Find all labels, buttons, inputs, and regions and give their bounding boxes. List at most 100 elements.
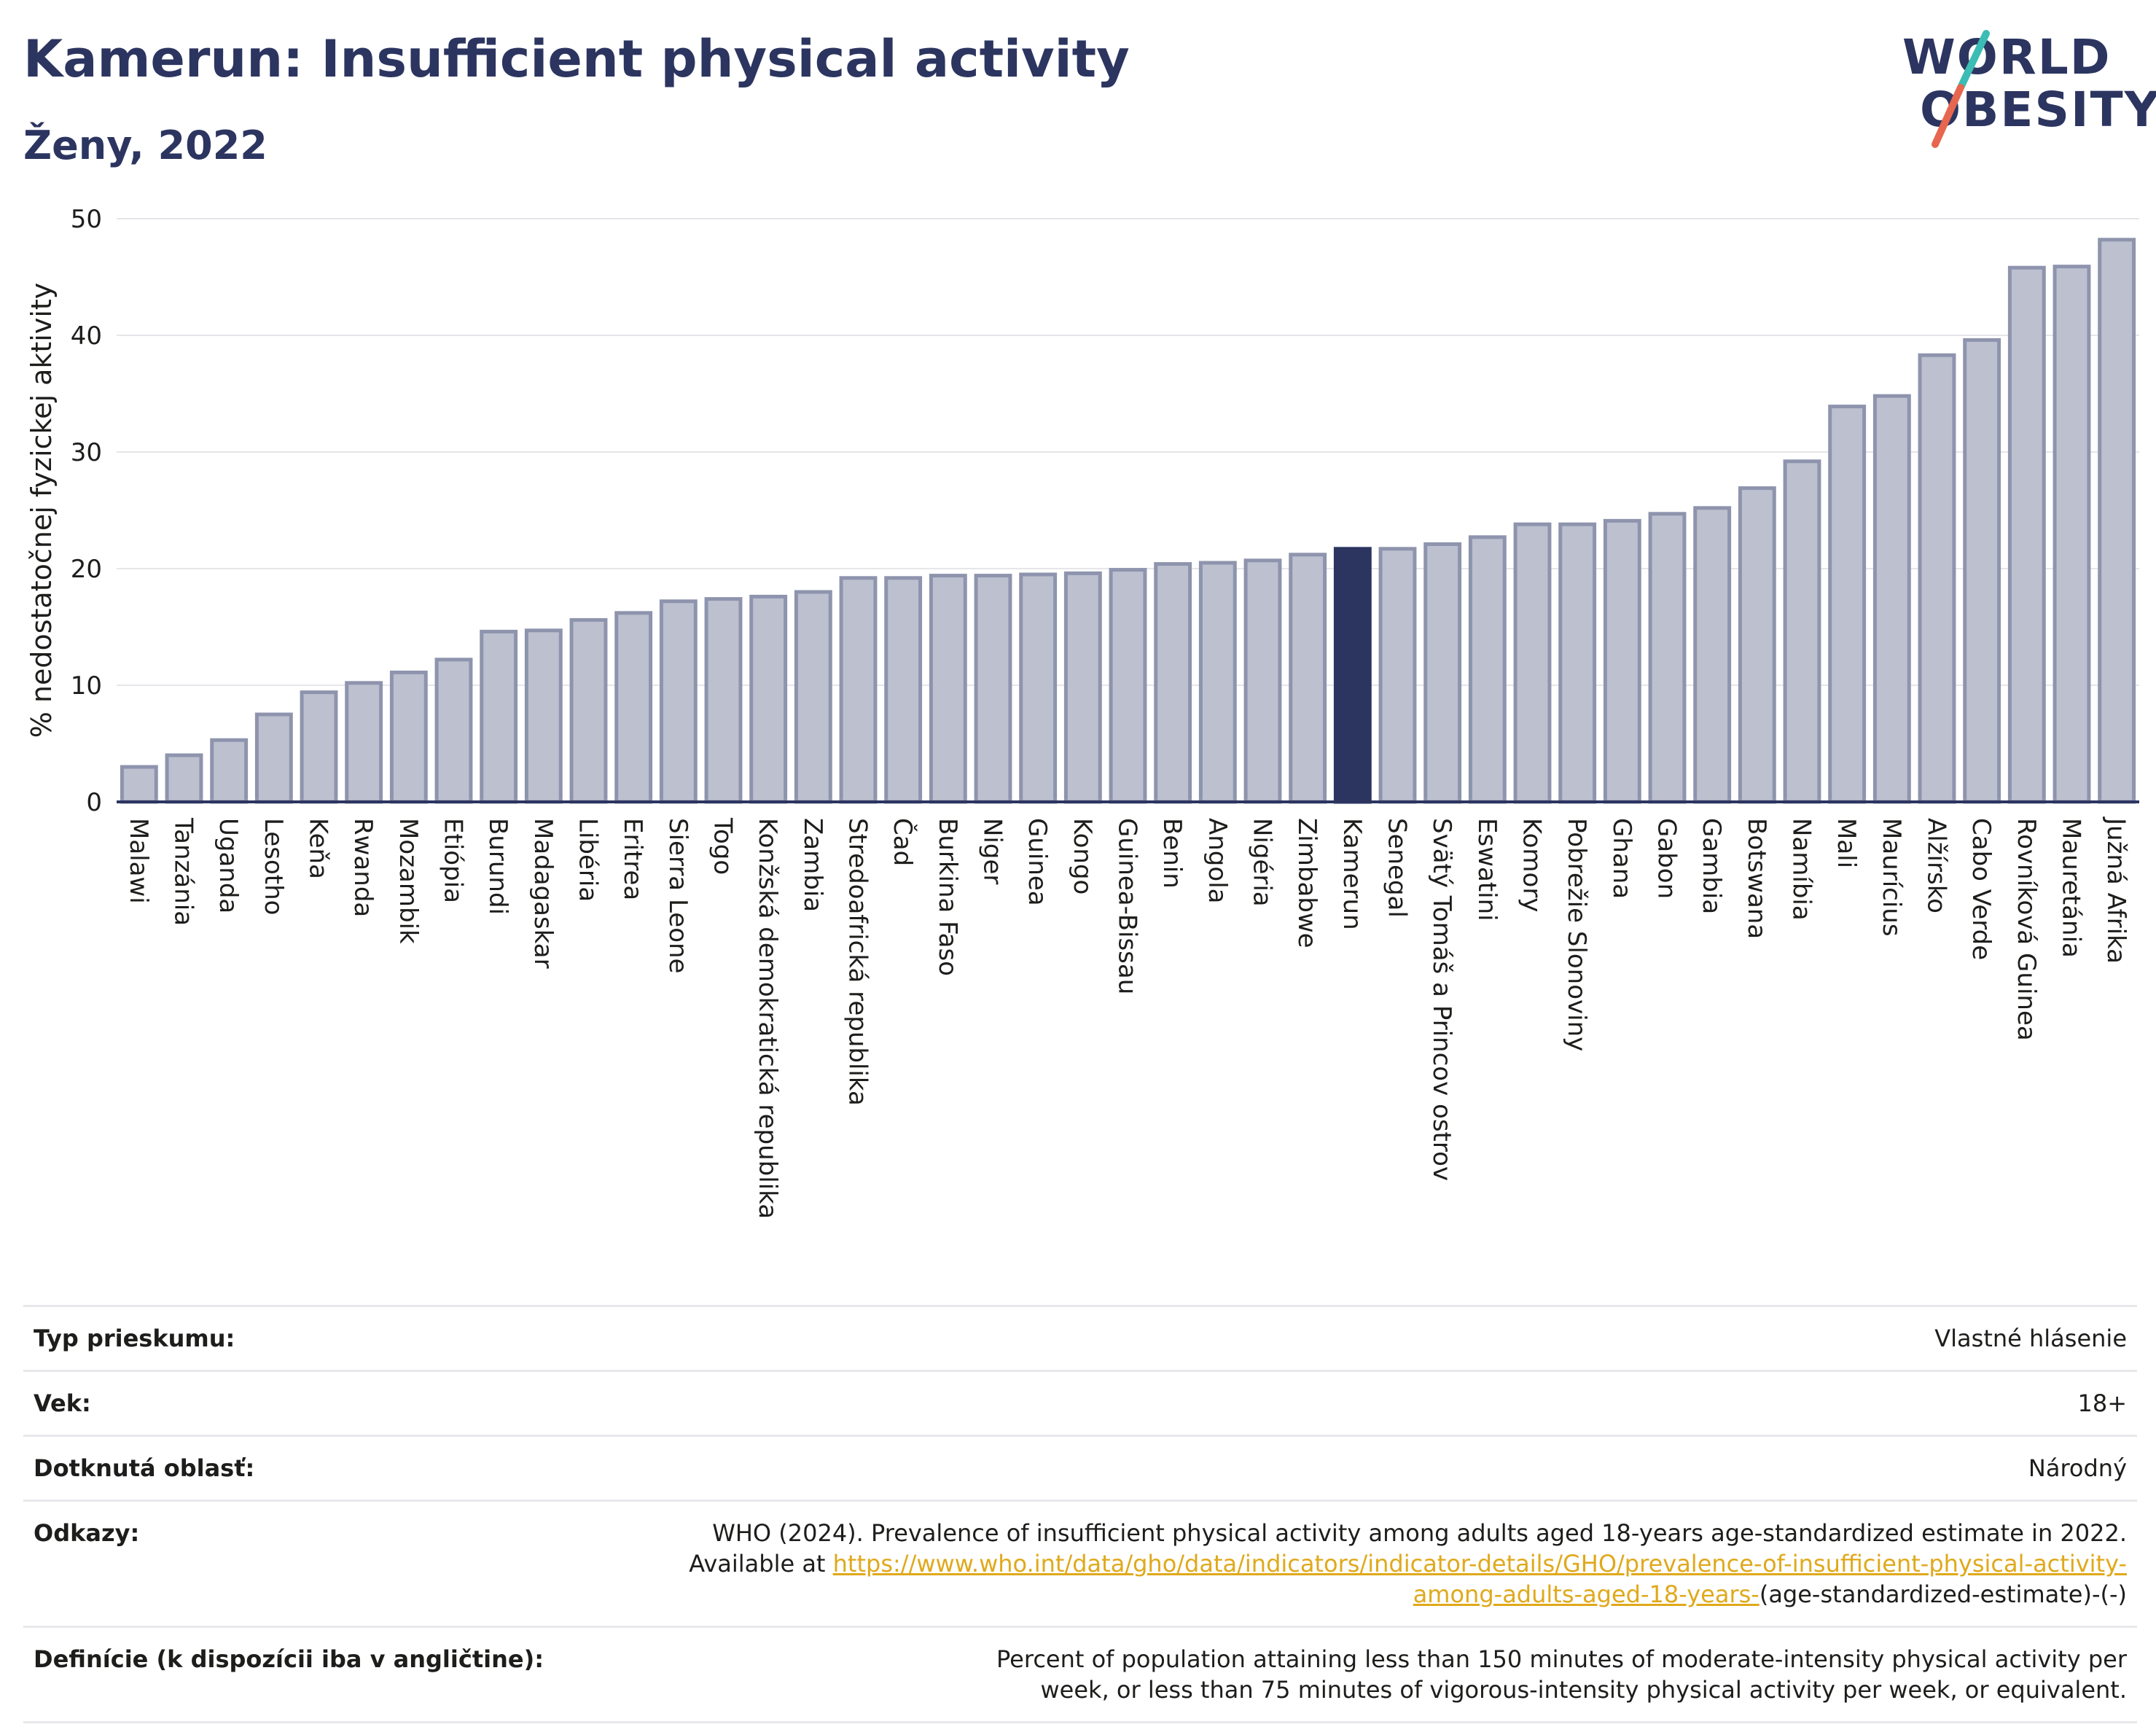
x-tick-label: Alžírsko [1922,818,1951,913]
bar [1109,568,1147,804]
bar [1918,353,1956,804]
bar-chart: 0 10 20 30 40 50 % nedostatočnej fyzickej akti… [26,205,2139,1219]
bar [839,576,878,804]
area-label: Dotknutá oblasť: [34,1454,255,1482]
x-tick-label: Zambia [798,818,827,912]
x-tick-label: Keňa [304,818,333,879]
x-tick-label: Angola [1203,818,1232,903]
x-tick-label: Komory [1518,818,1547,912]
definition-label: Definície (k dispozícii iba v angličtine… [34,1645,544,1673]
bar [1063,571,1102,804]
references-label: Odkazy: [34,1519,140,1547]
definition-value: Percent of population attaining less tha… [996,1645,2127,1704]
x-tick-label: Madagaskar [528,818,558,969]
bar [749,594,788,804]
x-tick-label: Uganda [214,818,243,913]
x-tick-label: Senegal [1383,818,1412,918]
survey-type-value: Vlastné hlásenie [1934,1325,2127,1352]
bar [884,576,923,804]
x-tick-label: Kongo [1068,818,1097,894]
bar [614,611,653,804]
logo-slash-icon [1932,30,1990,148]
bar [254,712,293,804]
y-tick-label: 10 [71,671,102,701]
x-tick-label: Libéria [574,818,603,902]
y-axis-label: % nedostatočnej fyzickej aktivity [26,283,58,738]
y-tick-label: 30 [71,438,102,467]
x-tick-label: Ghana [1607,818,1636,899]
x-tick-label: Namíbia [1787,818,1816,921]
info-row-age: Vek: 18+ [23,1370,2137,1435]
bar [1603,518,1641,804]
info-row-area: Dotknutá oblasť: Národný [23,1435,2137,1500]
x-tick-label: Eswatini [1472,818,1501,921]
bar [389,670,428,804]
x-tick-label: Burundi [483,818,512,915]
x-tick-label: Burkina Faso [933,818,962,976]
x-tick-label: Malawi [124,818,153,904]
world-obesity-logo: WORLD OBESITY [1902,29,2156,153]
bar [165,753,203,804]
x-tick-label: Lesotho [259,818,288,915]
bar [569,617,608,804]
bar [1423,542,1462,804]
bar [974,574,1012,804]
bar [1558,522,1597,804]
references-suffix: (age-standardized-estimate)-(-) [1759,1580,2127,1608]
x-tick-label: Guinea-Bissau [1113,818,1142,994]
x-tick-label: Eritrea [618,818,647,900]
bar [2007,265,2046,804]
bar [434,658,473,804]
bar [1963,338,2001,804]
references-link[interactable]: https://www.who.int/data/gho/data/indica… [832,1550,2127,1608]
bar [1198,561,1237,804]
bar [2053,265,2091,804]
bar [1154,562,1192,804]
x-tick-label: Togo [708,817,738,875]
x-tick-label: Gabon [1652,818,1682,899]
x-tick-label: Konžská demokratická republika [753,818,782,1219]
bar [524,628,563,804]
bar [300,690,338,804]
page-title: Kamerun: Insufficient physical activity [23,29,1130,89]
area-value: Národný [2028,1454,2127,1482]
x-tick-label: Etiópia [439,818,468,903]
x-tick-label: Sierra Leone [663,818,692,973]
x-tick-label: Čad [888,818,918,866]
info-row-survey-type: Typ prieskumu: Vlastné hlásenie [23,1305,2137,1370]
bar [1693,506,1732,804]
bar [1289,553,1327,804]
x-tick-label: Južná Afrika [2101,816,2130,964]
x-tick-label: Tanzánia [169,817,198,926]
x-tick-label: Gambia [1697,818,1726,914]
bar [1648,512,1687,804]
bar [480,629,518,804]
x-tick-label: Botswana [1742,818,1771,939]
y-tick-label: 0 [86,788,102,817]
age-value: 18+ [2077,1389,2127,1417]
bar [1828,405,1867,804]
page-subtitle: Ženy, 2022 [23,122,267,168]
survey-type-label: Typ prieskumu: [34,1325,235,1352]
x-tick-label: Kamerun [1337,818,1367,930]
bar [1333,547,1372,804]
bar [345,681,383,804]
y-tick-label: 40 [71,321,102,351]
references-value: WHO (2024). Prevalence of insufficient p… [168,1518,2127,1610]
info-row-definition: Definície (k dispozícii iba v angličtine… [23,1626,2137,1723]
bar [1872,394,1911,804]
x-tick-label: Cabo Verde [1966,818,1996,960]
x-tick-label: Pobrežie Slonoviny [1562,818,1591,1051]
info-table: Typ prieskumu: Vlastné hlásenie Vek: 18+… [23,1305,2137,1723]
x-tick-label: Niger [978,818,1007,884]
age-label: Vek: [34,1389,91,1417]
x-tick-label: Zimbabwe [1292,818,1321,948]
x-tick-label: Maurícius [1877,818,1906,937]
x-tick-label: Rwanda [348,818,378,917]
logo-line-1: WORLD [1902,29,2112,85]
bar [929,574,967,804]
bar [1243,558,1282,804]
bar [659,599,698,804]
bar [210,738,249,804]
x-tick-label: Stredoafrická republika [843,818,872,1106]
